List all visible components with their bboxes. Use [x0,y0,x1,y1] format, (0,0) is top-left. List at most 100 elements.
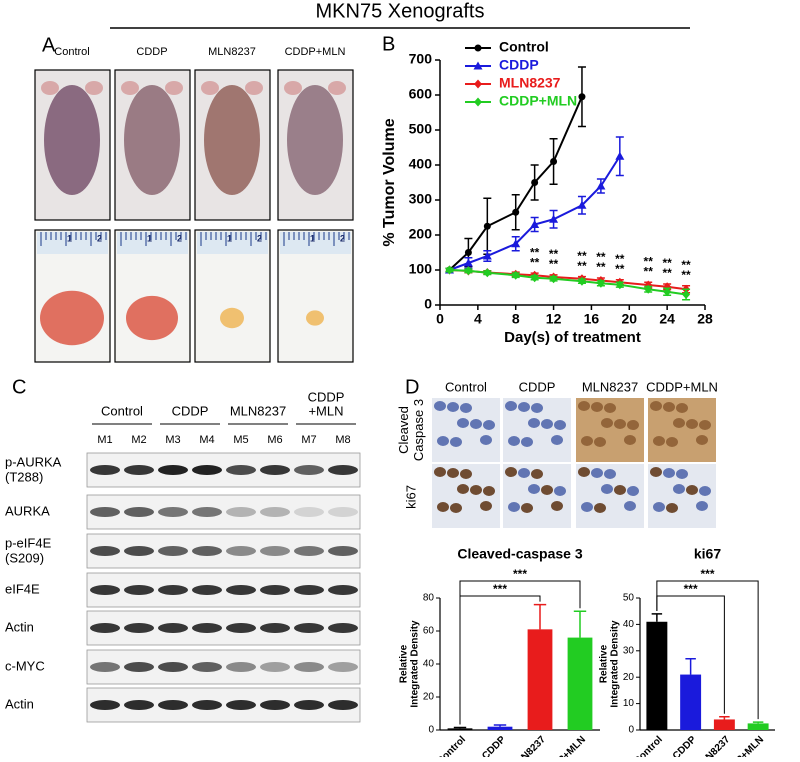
blot-band [192,546,222,556]
nucleus [699,420,711,430]
nucleus [594,503,606,513]
nucleus [450,503,462,513]
nucleus [591,402,603,412]
blot-band [90,507,120,517]
nucleus [521,503,533,513]
blot-band [294,585,324,595]
mouse-body [124,85,180,195]
sample-label: M7 [301,434,316,446]
row-label: p-AURKA [5,454,62,469]
blot-band [158,662,188,672]
error-bar [651,613,663,622]
ruler-label: 2 [257,233,262,243]
tumor [126,295,178,341]
blot-band [90,585,120,595]
y-tick-label: 0 [428,725,434,736]
bar [713,719,735,730]
nucleus [447,468,459,478]
significance-label: ** [577,259,587,273]
nucleus [699,486,711,496]
significance-label: ** [549,257,559,271]
nucleus [505,467,517,477]
marker [464,266,473,276]
blot-band [192,507,222,517]
nucleus [551,435,563,445]
sample-label: M2 [131,434,146,446]
nucleus [686,419,698,429]
blot-band [226,623,256,633]
marker [682,290,691,299]
blot-band [158,585,188,595]
blot-band [90,546,120,556]
blot-band [192,465,222,475]
nucleus [591,468,603,478]
legend-marker [474,97,482,107]
nucleus [437,436,449,446]
mouse-ear [165,81,183,95]
marker [530,273,539,283]
blot-band [260,546,290,556]
significance-label: ** [662,266,672,280]
blot-band [328,623,358,633]
blot-band [260,662,290,672]
blot-band [294,700,324,710]
sample-label: M5 [233,434,248,446]
nucleus [505,401,517,411]
nucleus [518,402,530,412]
row-label: c-MYC [5,658,45,673]
y-axis-label: % Tumor Volume [381,118,398,246]
blot-band [192,623,222,633]
y-tick-label: 700 [409,51,433,67]
nucleus [434,467,446,477]
marker [511,270,520,280]
nucleus [528,484,540,494]
ruler [197,232,268,254]
legend-marker [474,79,482,89]
sample-label: M6 [267,434,282,446]
nucleus [581,436,593,446]
significance-label: ** [596,250,606,264]
sample-label: M8 [335,434,350,446]
condition-label: CDDP [519,379,556,394]
y-tick-label: 20 [623,672,635,683]
nucleus [666,437,678,447]
row-label: eIF4E [5,581,40,596]
blot-band [226,662,256,672]
blot-band [294,465,324,475]
nucleus [518,468,530,478]
blot-band [260,585,290,595]
blot-band [294,507,324,517]
significance-label: ** [549,247,559,261]
y-tick-label: 500 [409,121,433,137]
nucleus [666,503,678,513]
bar [447,728,473,730]
x-tick-label: 0 [436,311,444,327]
marker [549,274,558,284]
error-bar [752,721,764,724]
marker [483,268,492,278]
condition-label: MLN8237 [582,379,638,394]
significance-label: ** [596,260,606,274]
blot-band [192,662,222,672]
ruler-label: 2 [97,233,102,243]
nucleus [450,437,462,447]
nucleus [673,484,685,494]
row-label: (S209) [5,550,44,565]
tumor [40,290,104,346]
marker [483,222,491,230]
x-tick-label: 8 [512,311,520,327]
nucleus [604,469,616,479]
bar [527,629,553,730]
nucleus [601,484,613,494]
stain-label: Cleaved [396,406,411,454]
marker [512,208,520,216]
nucleus [663,468,675,478]
blot-band [124,662,154,672]
nucleus [653,436,665,446]
nucleus [541,419,553,429]
y-tick-label: 100 [409,261,433,277]
nucleus [541,485,553,495]
y-tick-label: 40 [423,659,435,670]
blot-band [294,623,324,633]
nucleus [581,502,593,512]
